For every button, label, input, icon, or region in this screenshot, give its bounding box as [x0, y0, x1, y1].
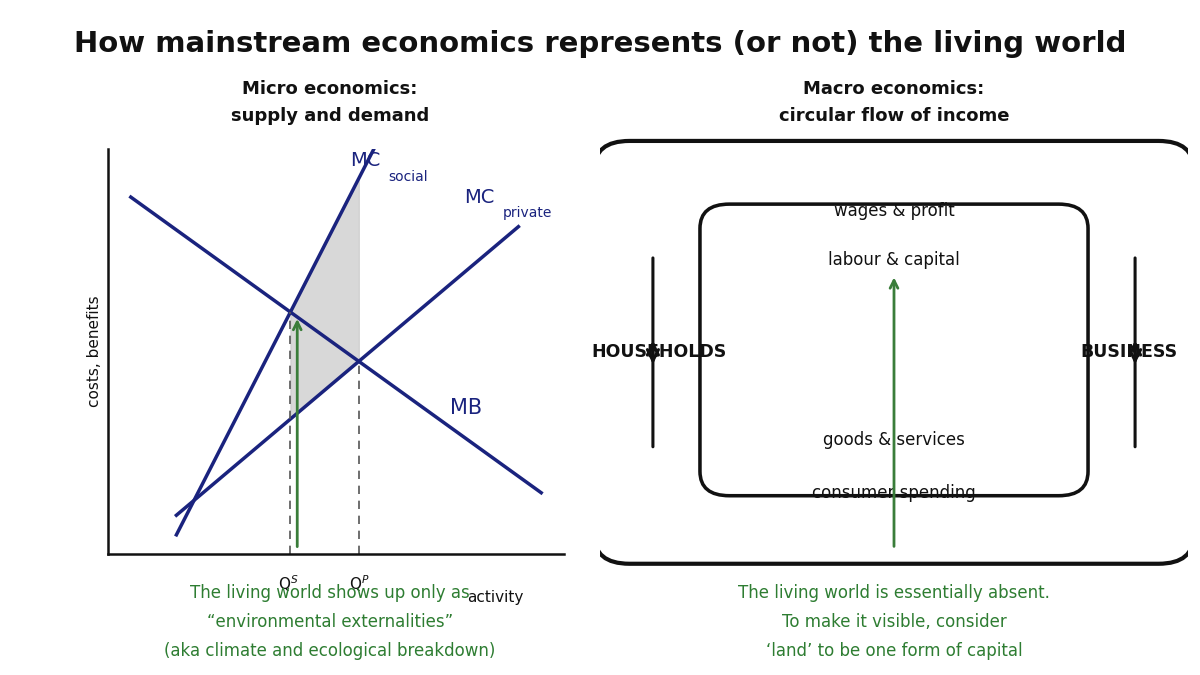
Text: Micro economics:: Micro economics:	[242, 80, 418, 98]
Text: MC: MC	[463, 188, 494, 207]
Text: private: private	[503, 207, 552, 220]
Text: activity: activity	[468, 590, 523, 605]
Text: goods & services: goods & services	[823, 431, 965, 449]
Text: supply and demand: supply and demand	[230, 107, 430, 125]
Text: HOUSEHOLDS: HOUSEHOLDS	[592, 344, 726, 361]
Text: wages & profit: wages & profit	[834, 202, 954, 221]
Text: “environmental externalities”: “environmental externalities”	[206, 613, 454, 631]
Text: consumer spending: consumer spending	[812, 484, 976, 502]
Text: MC: MC	[349, 151, 380, 170]
Text: The living world shows up only as: The living world shows up only as	[190, 584, 470, 602]
Text: circular flow of income: circular flow of income	[779, 107, 1009, 125]
Text: To make it visible, consider: To make it visible, consider	[781, 613, 1007, 631]
Text: Q$^P$: Q$^P$	[348, 574, 370, 595]
Text: ‘land’ to be one form of capital: ‘land’ to be one form of capital	[766, 642, 1022, 660]
Text: Q$^S$: Q$^S$	[278, 574, 299, 595]
Text: BUSINESS: BUSINESS	[1081, 344, 1177, 361]
Text: The living world is essentially absent.: The living world is essentially absent.	[738, 584, 1050, 602]
Text: (aka climate and ecological breakdown): (aka climate and ecological breakdown)	[164, 642, 496, 660]
Text: labour & capital: labour & capital	[828, 251, 960, 269]
Text: How mainstream economics represents (or not) the living world: How mainstream economics represents (or …	[73, 30, 1127, 58]
Text: Macro economics:: Macro economics:	[803, 80, 985, 98]
Text: MB: MB	[450, 398, 482, 418]
Y-axis label: costs, benefits: costs, benefits	[88, 295, 102, 407]
Text: social: social	[389, 170, 428, 184]
